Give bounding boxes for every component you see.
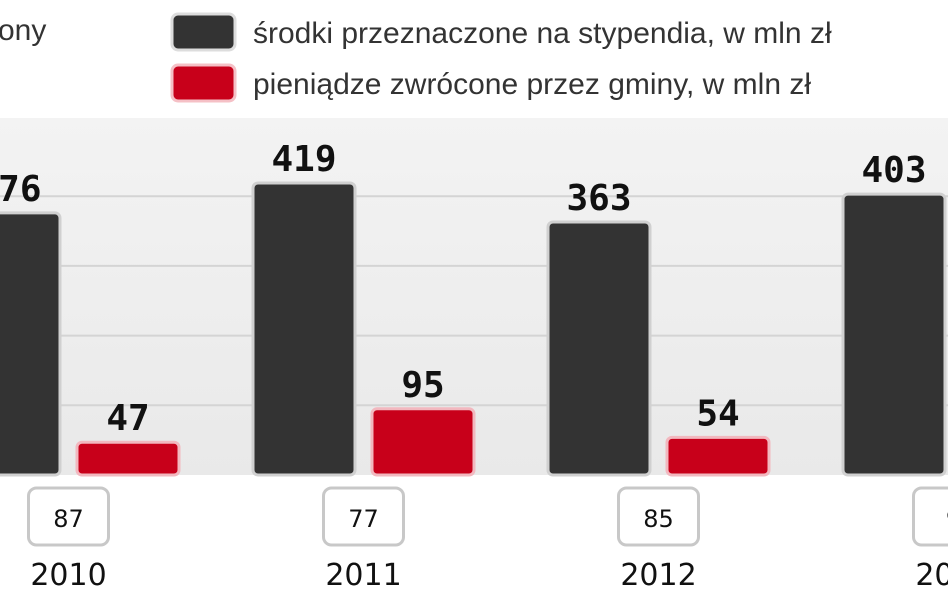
- bar-dark: [0, 211, 62, 477]
- legend-label-red: pieniądze zwrócone przez gminy, w mln zł: [253, 68, 811, 101]
- x-tick-label: 2013: [915, 558, 948, 593]
- x-tick-label: 2010: [30, 558, 106, 593]
- box-label-frame: [322, 486, 405, 547]
- box-label: 9: [946, 505, 948, 533]
- bar-red: [75, 440, 181, 477]
- box-label: 85: [643, 505, 674, 533]
- x-tick-label: 2011: [325, 558, 401, 593]
- legend-swatch-red: [170, 63, 237, 103]
- legend-label-dark: środki przeznaczone na stypendia, w mln …: [253, 17, 832, 50]
- value-label: 47: [106, 398, 149, 439]
- bar-dark: [546, 220, 652, 477]
- bar-dark: [841, 192, 947, 477]
- title-fragment: ony: [0, 14, 46, 47]
- legend: środki przeznaczone na stypendia, w mln …: [170, 12, 832, 103]
- box-label: 77: [348, 505, 379, 533]
- bar-red: [665, 435, 771, 477]
- box-label-frame: [617, 486, 700, 547]
- value-label: 363: [566, 178, 631, 219]
- x-tick-label: 2012: [620, 558, 696, 593]
- value-label: 54: [696, 393, 739, 434]
- value-label: 403: [861, 150, 926, 191]
- box-label-frame: [912, 486, 948, 547]
- value-label: 95: [401, 365, 444, 406]
- legend-swatch-dark: [170, 12, 237, 52]
- box-label-frame: [27, 486, 110, 547]
- box-label: 87: [53, 505, 84, 533]
- bar-red: [370, 407, 476, 477]
- value-label: 376: [0, 169, 42, 210]
- bar-dark: [251, 181, 357, 477]
- value-label: 419: [271, 139, 336, 180]
